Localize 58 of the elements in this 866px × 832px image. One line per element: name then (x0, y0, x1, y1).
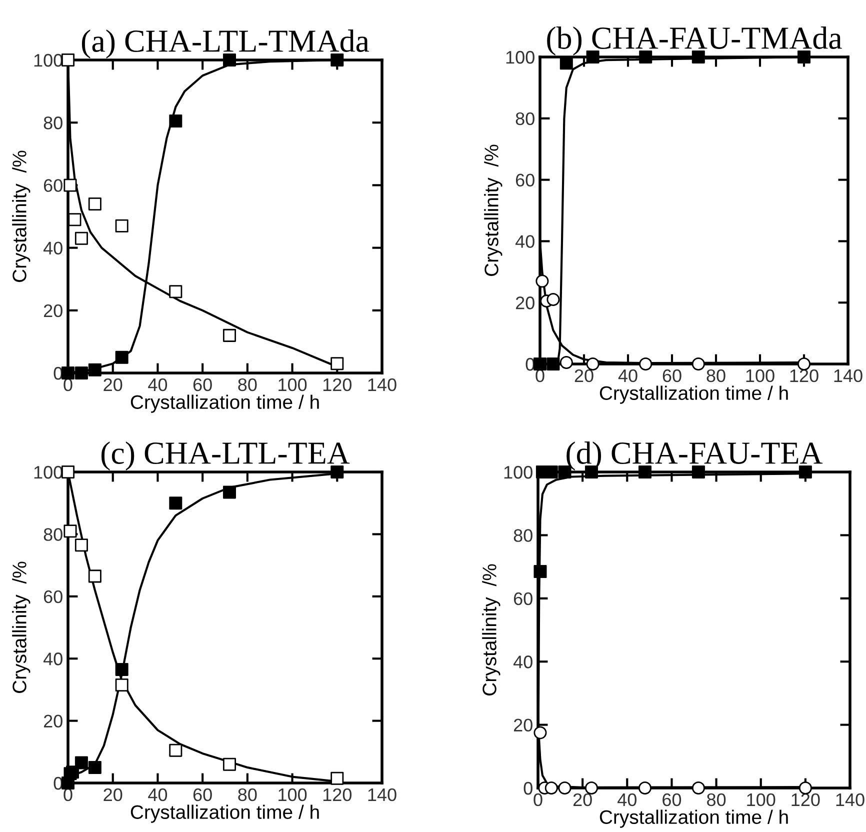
y-tick-label: 60 (514, 592, 532, 606)
y-axis-title: Crystallinity /% (484, 144, 502, 276)
x-tick-label: 40 (148, 788, 168, 802)
x-tick-label: 100 (278, 788, 307, 802)
x-tick-label: 100 (278, 378, 307, 392)
x-tick-label: 40 (618, 793, 636, 806)
y-tick-label: 100 (504, 466, 532, 479)
y-axis-title: Crystallinity /% (12, 150, 30, 282)
x-tick-label: 140 (834, 369, 862, 382)
x-tick-label: 120 (323, 788, 352, 802)
x-tick-label: 100 (746, 369, 774, 382)
y-tick-label: 80 (44, 528, 62, 541)
x-tick-label: 80 (238, 788, 257, 802)
x-tick-label: 80 (238, 378, 257, 392)
y-tick-label: 20 (514, 718, 532, 732)
y-tick-label: 100 (506, 50, 534, 64)
chart-title: (d) CHA-FAU-TEA (566, 442, 823, 470)
y-tick-label: 40 (43, 652, 62, 666)
y-tick-label: 40 (513, 656, 532, 668)
y-tick-label: 20 (44, 304, 62, 318)
y-tick-label: 60 (516, 174, 534, 187)
x-tick-label: 80 (706, 369, 726, 382)
y-tick-label: 60 (44, 179, 62, 192)
x-tick-label: 40 (618, 369, 638, 382)
x-tick-label: 40 (148, 378, 168, 392)
x-tick-label: 140 (368, 378, 396, 392)
x-tick-label: 60 (193, 378, 212, 392)
y-axis-title: Crystallinity /% (12, 562, 30, 693)
y-axis-title: Crystallinity /% (482, 564, 500, 696)
y-tick-label: 80 (516, 112, 534, 126)
x-axis-title: Crystallization time / h (130, 804, 319, 823)
x-tick-label: 20 (574, 369, 594, 382)
x-tick-label: 60 (193, 788, 212, 802)
x-tick-label: 20 (573, 793, 592, 806)
x-axis-title: Crystallization time / h (130, 394, 319, 413)
x-tick-label: 60 (662, 369, 682, 382)
y-tick-label: 80 (514, 529, 532, 542)
y-tick-label: 60 (44, 590, 62, 604)
y-tick-label: 40 (43, 242, 62, 255)
x-tick-label: 100 (747, 793, 776, 806)
x-tick-label: 80 (707, 793, 726, 806)
x-tick-label: 120 (790, 369, 818, 382)
chart-title: (c) CHA-LTL-TEA (101, 442, 350, 470)
chart-title: (a) CHA-LTL-TMAda (82, 30, 370, 58)
y-tick-label: 40 (515, 235, 534, 248)
x-tick-label: 120 (323, 378, 352, 392)
x-tick-label: 60 (662, 793, 682, 806)
x-tick-label: 20 (104, 788, 122, 802)
y-tick-label: 80 (44, 116, 62, 130)
y-tick-label: 20 (44, 714, 62, 728)
x-axis-title: Crystallization time / h (600, 810, 788, 828)
x-tick-label: 140 (836, 793, 864, 806)
x-tick-label: 20 (104, 378, 122, 392)
x-tick-label: 140 (368, 788, 396, 802)
y-tick-label: 20 (516, 296, 534, 310)
x-tick-label: 120 (792, 793, 820, 806)
x-axis-title: Crystallization time / h (600, 386, 788, 404)
chart-title: (b) CHA-FAU-TMAda (547, 26, 842, 56)
